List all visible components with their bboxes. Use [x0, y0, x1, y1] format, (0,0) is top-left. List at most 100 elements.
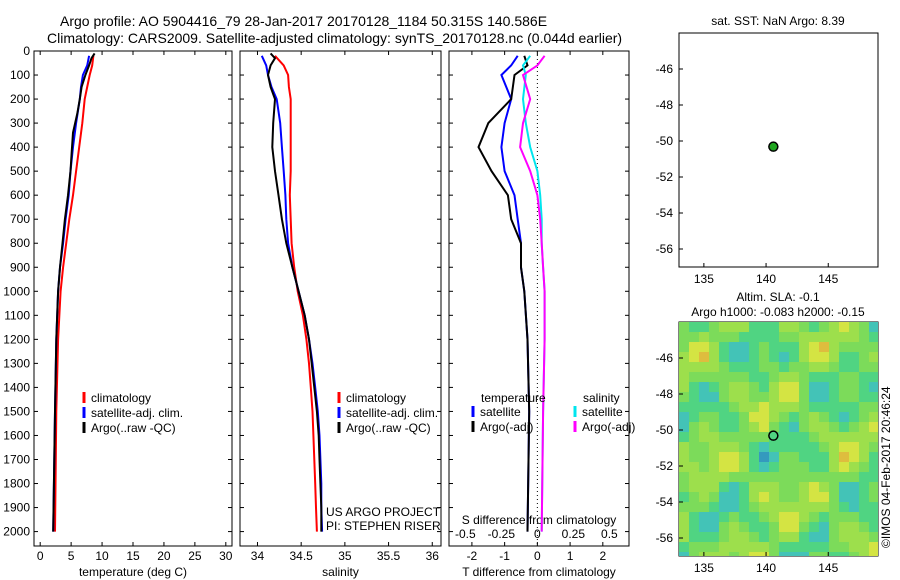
sla-cell — [709, 532, 719, 542]
sla-cell — [709, 352, 719, 362]
sla-cell — [859, 542, 869, 552]
sla-cell — [689, 322, 699, 332]
sla-cell — [849, 542, 859, 552]
sla-cell — [809, 482, 819, 492]
sla-cell — [719, 382, 729, 392]
sla-cell — [839, 322, 849, 332]
sla-cell — [759, 382, 769, 392]
sla-cell — [779, 332, 789, 342]
x-tick-label: 2 — [599, 549, 606, 563]
sla-cell — [729, 322, 739, 332]
sla-cell — [729, 372, 739, 382]
sla-cell — [829, 412, 839, 422]
x-tick-label: 5 — [68, 549, 75, 563]
sla-cell — [739, 392, 749, 402]
sla-cell — [799, 352, 809, 362]
sla-cell — [699, 422, 709, 432]
sla-cell — [689, 502, 699, 512]
sla-cell — [679, 442, 689, 452]
sla-cell — [679, 502, 689, 512]
sla-cell — [689, 332, 699, 342]
sla-cell — [689, 392, 699, 402]
sla-cell — [829, 512, 839, 522]
sla-cell — [739, 432, 749, 442]
sla-cell — [679, 372, 689, 382]
sla-cell — [869, 322, 878, 332]
sla-cell — [789, 412, 799, 422]
sla-cell — [849, 432, 859, 442]
sla-cell — [819, 352, 829, 362]
sla-cell — [809, 452, 819, 462]
map-y-tick-label: -54 — [656, 495, 674, 509]
sla-cell — [709, 342, 719, 352]
sla-cell — [799, 422, 809, 432]
sla-cell — [719, 392, 729, 402]
sla-cell — [719, 342, 729, 352]
depth-tick-label: 1200 — [3, 332, 30, 346]
sla-cell — [819, 412, 829, 422]
sla-cell — [689, 422, 699, 432]
x-tick-label: 35.5 — [377, 549, 401, 563]
sla-cell — [719, 502, 729, 512]
sla-cell — [729, 382, 739, 392]
sla-cell — [809, 412, 819, 422]
sla-cell — [709, 362, 719, 372]
sla-cell — [869, 362, 878, 372]
sla-cell — [779, 372, 789, 382]
sla-cell — [789, 502, 799, 512]
depth-tick-label: 1700 — [3, 452, 30, 466]
x-tick-label: 20 — [157, 549, 171, 563]
sla-cell — [839, 462, 849, 472]
sla-cell — [699, 342, 709, 352]
sla-cell — [809, 472, 819, 482]
sla-cell — [769, 522, 779, 532]
sla-cell — [859, 372, 869, 382]
sla-cell — [819, 372, 829, 382]
sla-cell — [829, 422, 839, 432]
imos-credit: ©IMOS 04-Feb-2017 20:46:24 — [879, 386, 893, 548]
sla-cell — [679, 512, 689, 522]
sla-cell — [849, 462, 859, 472]
series-argorawqc — [52, 52, 96, 532]
s-tick-label: 0 — [534, 527, 541, 541]
sla-cell — [699, 362, 709, 372]
sla-cell — [869, 442, 878, 452]
sla-cell — [699, 332, 709, 342]
sla-cell — [829, 542, 839, 552]
annotation-project: US ARGO PROJECT — [326, 505, 441, 519]
difference-panel: -2 -1 0 1 2 T difference from climatology -0.5… — [448, 50, 635, 579]
sla-cell — [799, 522, 809, 532]
sla-cell — [679, 552, 689, 556]
sla-cell — [849, 332, 859, 342]
sla-cell — [789, 332, 799, 342]
sla-cell — [689, 542, 699, 552]
sla-cell — [829, 552, 839, 556]
sla-cell — [749, 442, 759, 452]
sla-cell — [849, 502, 859, 512]
sla-cell — [759, 452, 769, 462]
sla-cell — [729, 502, 739, 512]
sla-cell — [869, 342, 878, 352]
sla-cell — [819, 542, 829, 552]
plot-frame — [448, 50, 630, 547]
sla-cell — [859, 422, 869, 432]
sla-cell — [689, 462, 699, 472]
sla-cell — [829, 322, 839, 332]
sla-cell — [859, 452, 869, 462]
x-tick-label: 30 — [219, 549, 233, 563]
depth-tick-label: 2000 — [3, 525, 30, 539]
sla-cell — [739, 412, 749, 422]
sla-cell — [729, 332, 739, 342]
sla-cell — [749, 402, 759, 412]
sla-cell — [679, 412, 689, 422]
map-x-tick-label: 140 — [756, 272, 776, 286]
sla-cell — [779, 472, 789, 482]
sla-cell — [759, 492, 769, 502]
sla-cell — [699, 542, 709, 552]
map-y-tick-label: -48 — [656, 387, 674, 401]
sla-cell — [749, 342, 759, 352]
sla-cell — [839, 442, 849, 452]
sla-cell — [819, 482, 829, 492]
sla-cell — [809, 492, 819, 502]
legend-title-temperature: temperature — [481, 391, 546, 405]
